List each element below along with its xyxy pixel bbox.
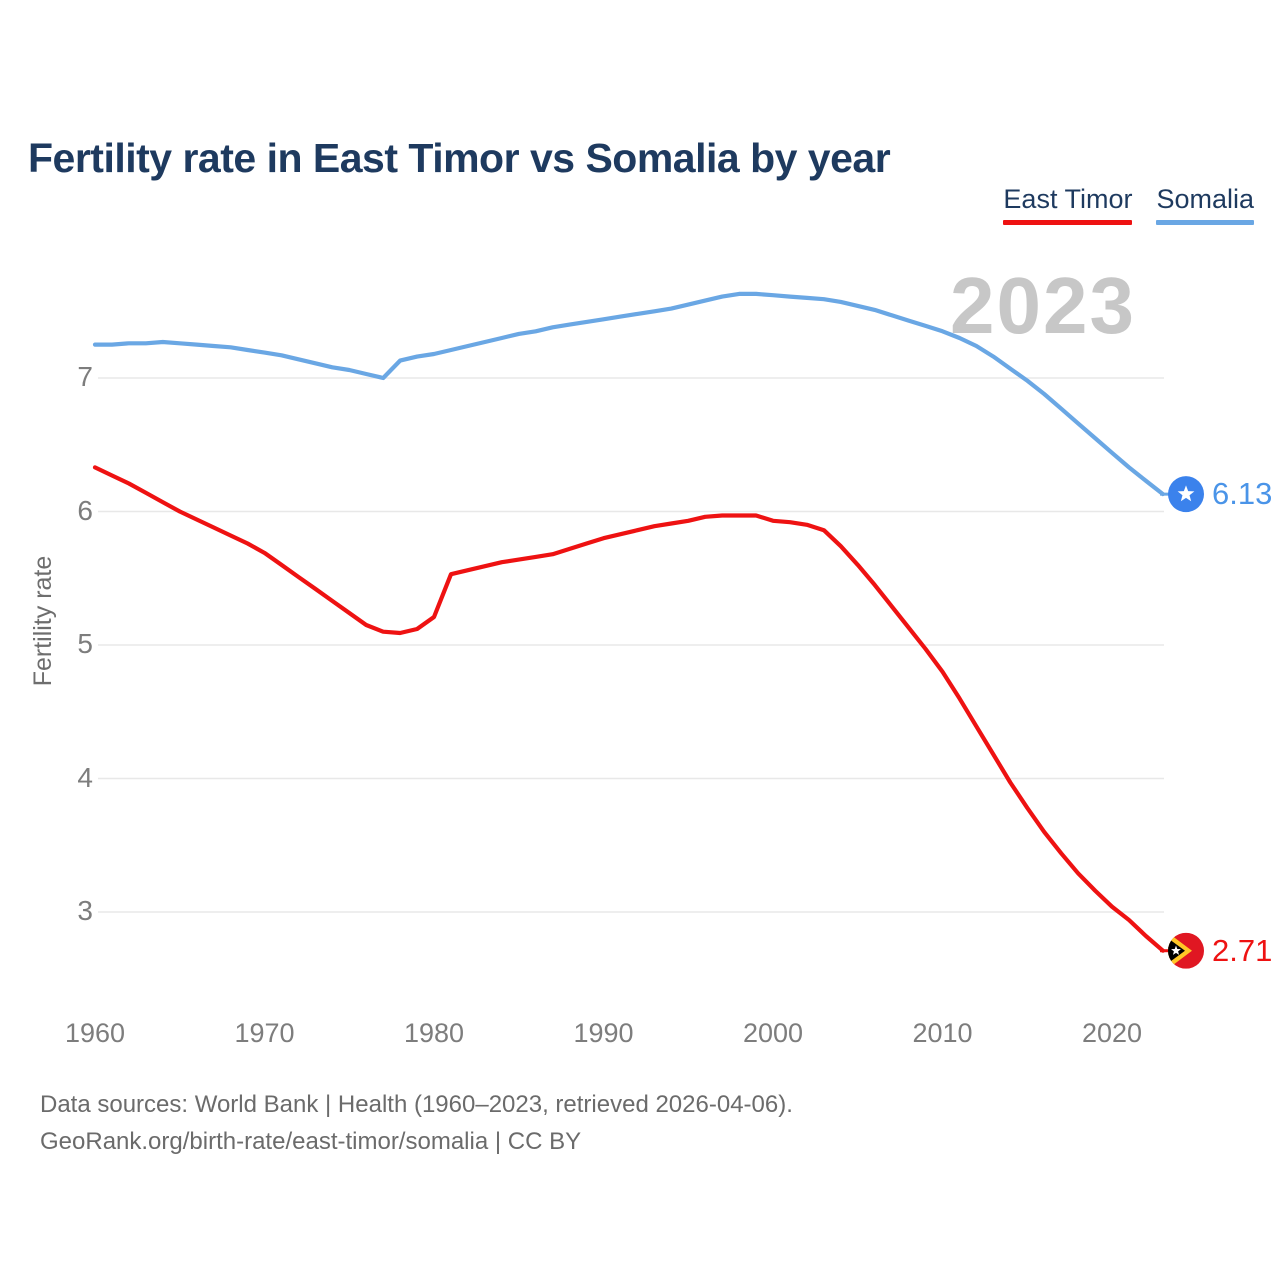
end-value-label-somalia: 6.13 <box>1212 476 1273 512</box>
y-tick-label: 5 <box>77 628 93 659</box>
x-tick-label: 2020 <box>1082 1018 1143 1048</box>
end-value-label-east-timor: 2.71 <box>1212 932 1273 968</box>
legend-label-somalia: Somalia <box>1156 184 1254 214</box>
legend: East Timor Somalia <box>1003 184 1254 225</box>
y-tick-label: 7 <box>77 361 93 392</box>
x-tick-label: 1960 <box>64 1018 126 1048</box>
x-tick-label: 1990 <box>573 1018 634 1048</box>
chart-title: Fertility rate in East Timor vs Somalia … <box>28 135 891 182</box>
x-tick-label: 1980 <box>403 1018 465 1048</box>
legend-item-east-timor[interactable]: East Timor <box>1003 184 1133 225</box>
source-attribution: Data sources: World Bank | Health (1960–… <box>40 1086 793 1160</box>
y-tick-label: 6 <box>77 494 93 526</box>
somalia-line <box>92 291 1166 497</box>
x-tick-label: 2000 <box>742 1018 804 1048</box>
somalia-star-icon <box>1177 485 1195 502</box>
legend-item-somalia[interactable]: Somalia <box>1156 184 1254 225</box>
east-timor-flag-marker <box>1168 932 1204 969</box>
x-tick-label: 1970 <box>234 1018 295 1048</box>
y-tick-label: 4 <box>77 761 93 793</box>
legend-label-east-timor: East Timor <box>1003 184 1133 214</box>
x-tick-label: 2010 <box>912 1018 973 1048</box>
east-timor-star-icon <box>1171 945 1181 955</box>
legend-color-bar-east-timor <box>1003 220 1133 225</box>
legend-color-bar-somalia <box>1156 220 1254 225</box>
y-tick-label: 3 <box>77 895 93 926</box>
data-sources-line: Data sources: World Bank | Health (1960–… <box>40 1091 793 1118</box>
year-watermark: 2023 <box>950 261 1136 350</box>
east-timor-line <box>92 465 1166 953</box>
source-url-line: GeoRank.org/birth-rate/east-timor/somali… <box>40 1128 582 1155</box>
